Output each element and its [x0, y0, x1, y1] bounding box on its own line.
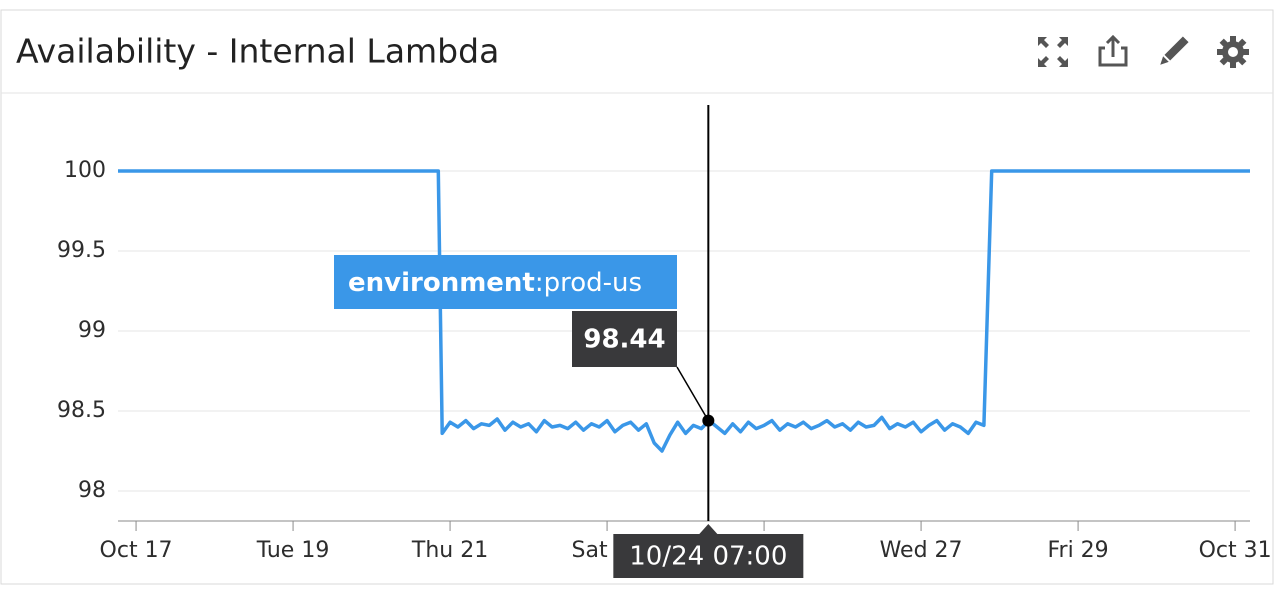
y-tick-label: 99	[78, 318, 106, 343]
tooltip-value-box	[572, 311, 677, 367]
y-tick-label: 100	[64, 158, 106, 183]
tooltip-series-name: environment:prod-us	[348, 268, 642, 298]
x-tick-label: Wed 27	[880, 538, 963, 563]
tooltip-time: 10/24 07:00	[629, 542, 787, 572]
x-tick-label: Oct 17	[100, 538, 173, 563]
tooltip-value: 98.44	[583, 325, 665, 355]
tooltip-series-box	[334, 255, 677, 309]
x-tick-label: Thu 21	[411, 538, 488, 563]
hover-point	[702, 414, 715, 427]
share-icon[interactable]	[1098, 34, 1128, 67]
y-tick-label: 98.5	[57, 398, 106, 423]
y-tick-label: 99.5	[57, 238, 106, 263]
tooltip-time-pointer	[699, 524, 718, 534]
x-tick-label: Oct 31	[1199, 538, 1272, 563]
widget-title: Availability - Internal Lambda	[16, 32, 499, 71]
tooltip-leader	[676, 366, 709, 421]
x-tick-label: Fri 29	[1047, 538, 1108, 563]
expand-icon[interactable]	[1038, 37, 1068, 67]
tooltip-time-box	[613, 534, 804, 578]
settings-icon[interactable]	[1217, 36, 1249, 68]
edit-icon[interactable]	[1157, 36, 1189, 67]
x-tick-label: Tue 19	[256, 538, 330, 563]
y-tick-label: 98	[78, 478, 106, 503]
